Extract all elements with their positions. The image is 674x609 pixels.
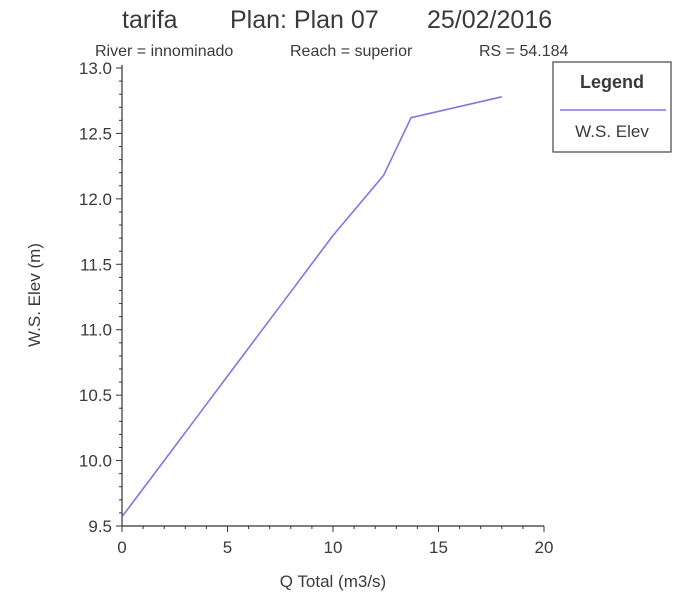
y-tick-label: 11.0: [80, 321, 112, 340]
y-tick-label: 10.5: [79, 386, 112, 405]
legend-box: [552, 61, 672, 153]
y-axis-label: W.S. Elev (m): [25, 243, 44, 347]
x-tick-label: 15: [429, 538, 448, 557]
y-axis-ticks: 9.5 10.0 10.5 11.0 11.5 12.0 12.5 13.0: [79, 59, 122, 536]
y-tick-label: 11.5: [80, 255, 112, 274]
x-tick-label: 10: [324, 538, 343, 557]
x-tick-label: 0: [117, 538, 126, 557]
series-layer: [121, 96, 502, 518]
series-line-ws-elev: [121, 96, 502, 518]
chart-title-plan: Plan: Plan 07: [230, 6, 379, 34]
y-tick-label: 13.0: [79, 59, 112, 78]
y-tick-label: 12.0: [79, 190, 112, 209]
y-tick-label: 9.5: [88, 517, 112, 536]
legend-entry-ws-elev: W.S. Elev: [575, 122, 649, 141]
chart-subtitle-river: River = innominado: [95, 43, 233, 60]
x-tick-label: 5: [223, 538, 232, 557]
x-axis-ticks: 0 5 10 15 20: [117, 526, 553, 557]
x-tick-label: 20: [535, 538, 554, 557]
chart-subtitle-reach: Reach = superior: [290, 43, 413, 60]
chart-subtitle-rs: RS = 54.184: [479, 43, 569, 60]
x-axis-label: Q Total (m3/s): [280, 572, 386, 591]
legend: Legend W.S. Elev: [552, 61, 672, 153]
chart-title-study: tarifa: [122, 6, 178, 34]
legend-title: Legend: [580, 72, 644, 92]
y-tick-label: 10.0: [79, 452, 112, 471]
chart-title-date: 25/02/2016: [427, 6, 552, 34]
y-tick-label: 12.5: [79, 124, 112, 143]
